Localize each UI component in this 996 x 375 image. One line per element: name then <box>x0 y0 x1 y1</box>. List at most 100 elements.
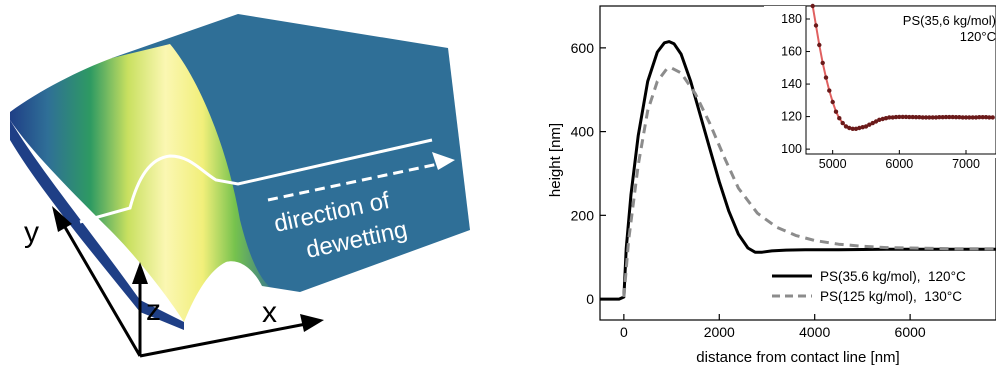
y-tick-label: 200 <box>571 207 595 223</box>
main-axis-ticks: 0 2000 4000 6000 0 200 400 600 <box>571 40 926 340</box>
inset-data-point <box>893 114 899 120</box>
series-line-2 <box>622 66 996 298</box>
inset-data-point <box>937 115 942 120</box>
inset-data-point <box>920 115 925 120</box>
inset-y-tick-label: 160 <box>781 45 802 59</box>
inset-axis-ticks: 5000 6000 7000 100 120 140 160 180 <box>781 12 980 171</box>
inset-y-tick-label: 120 <box>781 110 802 124</box>
z-axis-label: z <box>146 294 161 327</box>
inset-data-point <box>850 126 855 131</box>
inset-x-tick-label: 6000 <box>885 157 913 171</box>
rim-cross-section <box>184 261 300 330</box>
inset-y-tick-label: 100 <box>781 142 802 156</box>
y-tick-label: 400 <box>571 124 595 140</box>
inset-data-point <box>860 125 865 130</box>
inset-data-point <box>810 3 815 9</box>
inset-data-point <box>833 109 839 114</box>
x-tick-label: 6000 <box>895 324 926 340</box>
legend-label-2: PS(125 kg/mol), 130°C <box>820 289 962 304</box>
main-series-group <box>600 40 996 301</box>
height-profile-chart: 0 2000 4000 6000 0 200 400 600 height [nm] dist… <box>540 0 996 370</box>
x-tick-label: 0 <box>620 324 628 340</box>
inset-data-point <box>910 114 915 120</box>
inset-data-point <box>980 115 985 120</box>
inset-data-point <box>870 120 875 126</box>
z-axis-arrowhead <box>132 262 148 284</box>
inset-data-point <box>903 114 909 120</box>
inset-series-group <box>810 3 995 131</box>
inset-data-point <box>973 115 979 120</box>
inset-data-point <box>977 115 982 120</box>
x-axis-arrowhead <box>300 314 324 332</box>
inset-data-point <box>897 114 902 120</box>
inset-annotation-line1: PS(35,6 kg/mol) <box>903 13 996 28</box>
inset-data-point <box>950 114 955 120</box>
height-profile-svg: 0 2000 4000 6000 0 200 400 600 height [nm] dist… <box>547 3 996 366</box>
direction-arrowhead <box>432 152 455 170</box>
inset-data-point <box>873 119 879 124</box>
inset-data-point <box>907 114 912 120</box>
inset-y-tick-label: 140 <box>781 77 802 91</box>
inset-data-point <box>930 115 935 120</box>
x-tick-label: 4000 <box>799 324 830 340</box>
inset-data-point <box>970 115 975 120</box>
inset-data-point <box>927 115 932 120</box>
y-axis-label: y <box>24 216 39 249</box>
inset-data-point <box>877 117 882 123</box>
inset-data-point <box>887 115 892 120</box>
main-y-axis-label: height [nm] <box>547 123 564 197</box>
inset-y-tick-label: 180 <box>781 12 802 26</box>
inset-data-point <box>983 115 989 120</box>
inset-data-point <box>817 42 822 48</box>
x-axis-label: x <box>262 296 277 329</box>
main-x-axis-label: distance from contact line [nm] <box>696 349 899 366</box>
dewetting-schematic-svg: direction of dewetting y x z <box>10 14 470 358</box>
profile-line <box>79 138 433 224</box>
inset-plot-frame <box>805 5 996 155</box>
inset-data-point <box>940 115 945 120</box>
inset-data-point <box>840 120 845 126</box>
inset-data-point <box>830 99 835 105</box>
direction-arrow <box>267 162 439 202</box>
inset-data-point <box>990 115 995 120</box>
legend-label-1: PS(35.6 kg/mol), 120°C <box>820 269 966 284</box>
inset-data-point <box>953 115 959 120</box>
inset-data-point <box>857 125 862 131</box>
inset-data-point <box>847 125 852 131</box>
inset-data-point <box>957 115 962 120</box>
inset-data-point <box>917 115 922 120</box>
x-tick-label: 2000 <box>704 324 735 340</box>
main-plot: 0 2000 4000 6000 0 200 400 600 height [nm] dist… <box>547 5 996 366</box>
legend: PS(35.6 kg/mol), 120°C PS(125 kg/mol), 1… <box>772 269 966 304</box>
inset-data-point <box>967 115 972 120</box>
inset-data-point <box>867 122 872 127</box>
inset-data-point <box>963 115 969 120</box>
inset-data-point <box>947 114 952 120</box>
inset-data-point <box>987 115 992 120</box>
inset-plot: 5000 6000 7000 100 120 140 160 180 PS(35,6 kg/m… <box>764 3 996 171</box>
inset-data-point <box>933 115 939 120</box>
inset-data-point <box>823 75 829 80</box>
inset-data-point <box>827 88 832 93</box>
inset-annotation-line2: 120°C <box>960 29 996 44</box>
series-line-1 <box>600 40 996 301</box>
inset-x-tick-label: 7000 <box>952 157 980 171</box>
inset-data-point <box>900 114 905 120</box>
inset-data-point <box>863 124 869 129</box>
inset-data-point <box>853 126 859 131</box>
inset-data-point <box>923 115 929 120</box>
inset-data-point <box>943 114 949 120</box>
inset-data-point <box>820 60 825 66</box>
rim-surface <box>10 44 278 322</box>
inset-data-point <box>913 115 919 120</box>
y-axis-arrowhead <box>52 206 72 232</box>
inset-data-point <box>960 115 965 120</box>
inset-data-point <box>837 116 842 121</box>
inset-data-point <box>813 23 819 28</box>
inset-data-point <box>843 124 849 129</box>
inset-data-point <box>880 116 885 122</box>
inset-background <box>764 6 996 158</box>
y-tick-label: 0 <box>586 291 594 307</box>
x-axis-line <box>139 322 307 358</box>
y-axis-line <box>60 221 142 357</box>
